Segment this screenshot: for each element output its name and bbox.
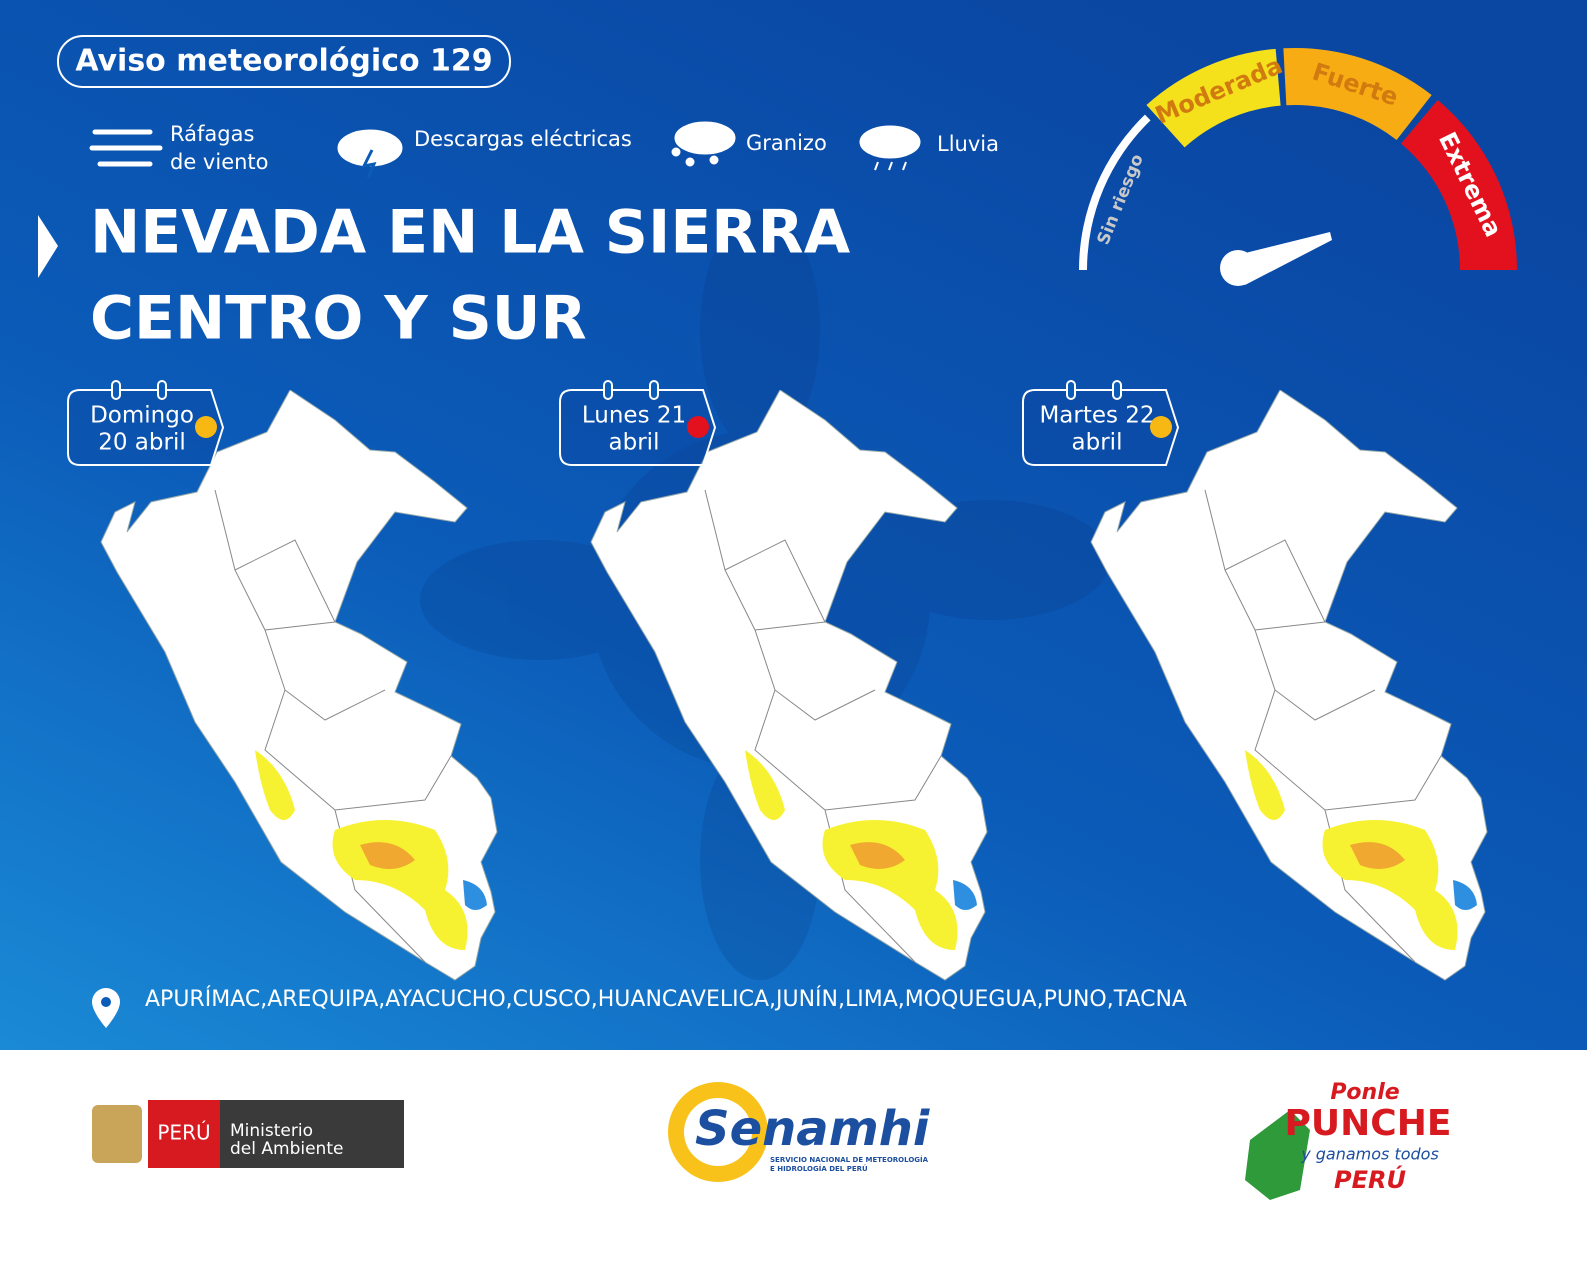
badge-ring	[157, 380, 167, 400]
ministry-name: del Ambiente	[230, 1139, 343, 1159]
day-badge	[67, 389, 225, 466]
headline: CENTRO Y SUR	[90, 284, 587, 354]
campaign-map	[1245, 1110, 1310, 1200]
day-label: Lunes 21	[582, 403, 686, 429]
regions: APURÍMAC,AREQUIPA,AYACUCHO,CUSCO,HUANCAV…	[145, 986, 1187, 1012]
badge-ring	[1066, 380, 1076, 400]
hazard-icons	[89, 121, 921, 179]
senamhi-name: Senamhi	[695, 1101, 930, 1157]
campaign-text: PUNCHE	[1285, 1103, 1452, 1144]
headline-arrow	[38, 215, 58, 278]
badge-ring	[649, 380, 659, 400]
pin-hole	[101, 997, 111, 1007]
gauge-segment	[1283, 48, 1432, 140]
day-label: abril	[1072, 430, 1123, 456]
badge-ring	[1112, 380, 1122, 400]
title-pill	[57, 35, 511, 88]
peru-box	[148, 1100, 220, 1168]
campaign-text: Ponle	[1330, 1080, 1399, 1105]
headline: NEVADA EN LA SIERRA	[90, 198, 851, 268]
day-badge	[559, 389, 717, 466]
senamhi-sun	[668, 1082, 768, 1182]
gauge-segment	[1401, 99, 1517, 270]
badge-ring	[111, 380, 121, 400]
day-level-dot	[1150, 416, 1172, 438]
day-label: abril	[609, 430, 660, 456]
gauge-segment	[1079, 114, 1151, 270]
hazard-label: Lluvia	[937, 132, 999, 156]
day-label: Martes 22	[1039, 403, 1154, 429]
gauge-segment	[1146, 48, 1281, 148]
hazard-label: Granizo	[746, 131, 827, 155]
senamhi-subtitle: E HIDROLOGÍA DEL PERÚ	[770, 1164, 868, 1173]
badge-ring	[603, 380, 613, 400]
senamhi-subtitle: SERVICIO NACIONAL DE METEOROLOGÍA	[770, 1155, 929, 1164]
ministry-name: Ministerio	[230, 1121, 313, 1141]
crest	[92, 1105, 142, 1163]
gauge-hub	[1220, 250, 1256, 286]
pin-icon	[92, 988, 120, 1028]
hazard-label: Descargas eléctricas	[414, 127, 632, 151]
ministry-box	[220, 1100, 404, 1168]
day-level-dot	[687, 416, 709, 438]
hazard-label: de viento	[170, 150, 269, 174]
day-badge	[1022, 389, 1180, 466]
campaign-text: PERÚ	[1334, 1164, 1406, 1194]
day-label: Domingo	[90, 403, 194, 429]
ministry-country: PERÚ	[157, 1121, 210, 1145]
hazard-label: Ráfagas	[170, 122, 254, 146]
title: Aviso meteorológico 129	[75, 44, 492, 79]
day-label: 20 abril	[98, 430, 186, 456]
day-level-dot	[195, 416, 217, 438]
campaign-text: y ganamos todos	[1300, 1145, 1439, 1164]
